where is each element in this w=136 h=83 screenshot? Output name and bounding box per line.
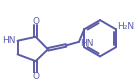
- Text: O: O: [32, 17, 39, 26]
- Text: H₂N: H₂N: [118, 22, 135, 31]
- Text: HN: HN: [80, 39, 93, 48]
- Text: HN: HN: [2, 36, 16, 45]
- Text: O: O: [32, 72, 39, 81]
